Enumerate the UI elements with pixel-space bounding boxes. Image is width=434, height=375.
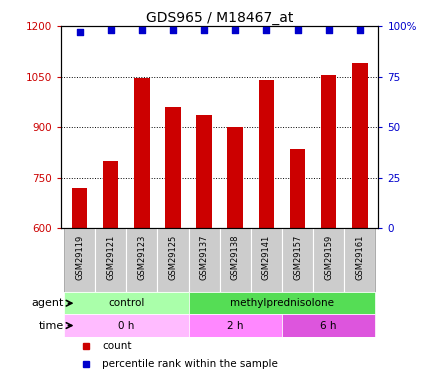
- Text: GSM29159: GSM29159: [323, 235, 332, 280]
- Bar: [64, 292, 188, 314]
- Point: [169, 27, 176, 33]
- Text: count: count: [102, 341, 132, 351]
- Bar: [134, 78, 149, 228]
- Point: [293, 27, 300, 33]
- Text: GSM29123: GSM29123: [137, 235, 146, 280]
- Point: [76, 29, 83, 35]
- Text: GSM29141: GSM29141: [261, 235, 270, 280]
- Point: [200, 27, 207, 33]
- Text: GSM29137: GSM29137: [199, 235, 208, 280]
- Bar: [281, 314, 375, 337]
- Text: control: control: [108, 298, 144, 308]
- Bar: [312, 228, 343, 292]
- Point: [231, 27, 238, 33]
- Bar: [281, 228, 312, 292]
- Bar: [95, 228, 126, 292]
- Text: GSM29161: GSM29161: [355, 235, 363, 280]
- Text: percentile rank within the sample: percentile rank within the sample: [102, 358, 277, 369]
- Point: [262, 27, 269, 33]
- Bar: [188, 314, 281, 337]
- Bar: [157, 228, 188, 292]
- Bar: [64, 228, 95, 292]
- Text: 6 h: 6 h: [320, 321, 336, 330]
- Text: GSM29138: GSM29138: [230, 235, 239, 280]
- Bar: [165, 107, 181, 228]
- Text: GSM29157: GSM29157: [293, 235, 301, 280]
- Text: 0 h: 0 h: [118, 321, 134, 330]
- Bar: [196, 116, 211, 228]
- Point: [138, 27, 145, 33]
- Bar: [188, 228, 219, 292]
- Bar: [289, 149, 305, 228]
- Bar: [343, 228, 375, 292]
- Text: agent: agent: [32, 298, 64, 308]
- Title: GDS965 / M18467_at: GDS965 / M18467_at: [146, 11, 293, 25]
- Bar: [72, 188, 87, 228]
- Bar: [250, 228, 281, 292]
- Bar: [219, 228, 250, 292]
- Bar: [64, 314, 188, 337]
- Text: GSM29121: GSM29121: [106, 235, 115, 280]
- Text: GSM29119: GSM29119: [75, 235, 84, 280]
- Point: [107, 27, 114, 33]
- Bar: [351, 63, 367, 228]
- Text: 2 h: 2 h: [227, 321, 243, 330]
- Bar: [126, 228, 157, 292]
- Bar: [320, 75, 335, 228]
- Bar: [103, 161, 118, 228]
- Text: methylprednisolone: methylprednisolone: [230, 298, 333, 308]
- Point: [324, 27, 331, 33]
- Bar: [188, 292, 375, 314]
- Bar: [227, 127, 243, 228]
- Text: time: time: [39, 321, 64, 330]
- Point: [355, 27, 362, 33]
- Bar: [258, 80, 273, 228]
- Text: GSM29125: GSM29125: [168, 235, 177, 280]
